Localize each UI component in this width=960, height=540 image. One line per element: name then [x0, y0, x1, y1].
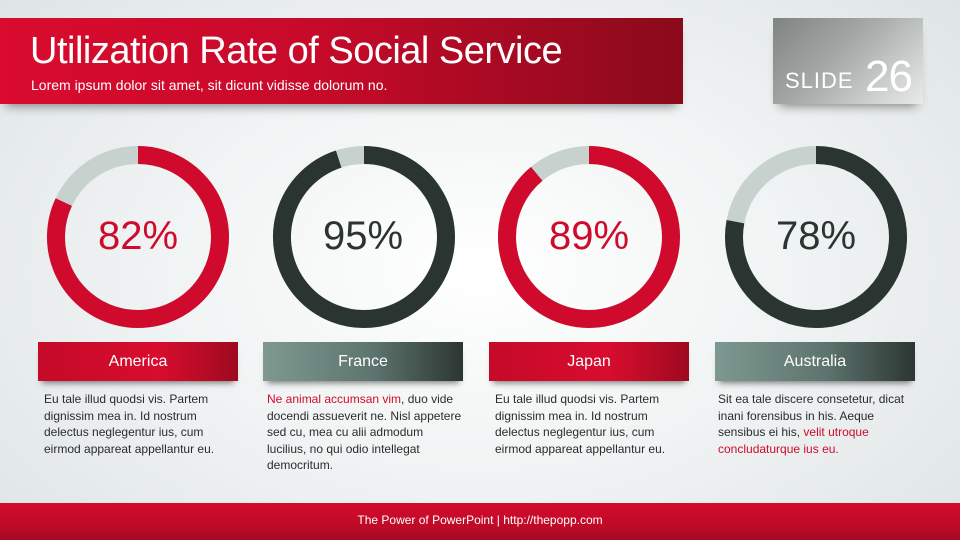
donut-ring-france [273, 146, 455, 328]
country-bar-france: France [263, 342, 463, 381]
percent-value-america: 82% [97, 214, 179, 258]
donut-value-arc [498, 146, 680, 328]
title-banner [0, 18, 683, 104]
donut-ring-america [47, 146, 229, 328]
description-australia: Sit ea tale discere consetetur, dicat in… [718, 392, 905, 456]
percent-value-japan: 89% [548, 214, 630, 258]
slide-number: 26 [865, 52, 913, 101]
percent-value-france: 95% [322, 214, 404, 258]
country-bar-america: America [38, 342, 238, 381]
donut-ring-japan [498, 146, 680, 328]
donut-value-arc [725, 146, 907, 328]
donut-value-arc [47, 146, 229, 328]
slide-label: SLIDE [785, 68, 854, 93]
footer-text: The Power of PowerPoint | http://thepopp… [357, 513, 603, 527]
description-japan: Eu tale illud quodsi vis. Partem digniss… [495, 392, 666, 456]
country-label-australia: Australia [783, 353, 847, 370]
country-bar-japan: Japan [489, 342, 689, 381]
country-bar-australia: Australia [715, 342, 915, 381]
page-subtitle: Lorem ipsum dolor sit amet, sit dicunt v… [31, 77, 388, 93]
footer-bar: The Power of PowerPoint | http://thepopp… [0, 503, 960, 540]
country-label-america: America [108, 353, 168, 370]
donut-value-arc [273, 146, 455, 328]
description-america: Eu tale illud quodsi vis. Partem digniss… [44, 392, 215, 456]
country-label-france: France [338, 353, 388, 370]
country-label-japan: Japan [567, 353, 611, 370]
slide-number-badge [773, 18, 923, 104]
donut-ring-australia [725, 146, 907, 328]
percent-value-australia: 78% [775, 214, 857, 258]
description-france: Ne animal accumsan vim, duo vide docendi… [267, 392, 462, 472]
page-title: Utilization Rate of Social Service [30, 30, 563, 72]
